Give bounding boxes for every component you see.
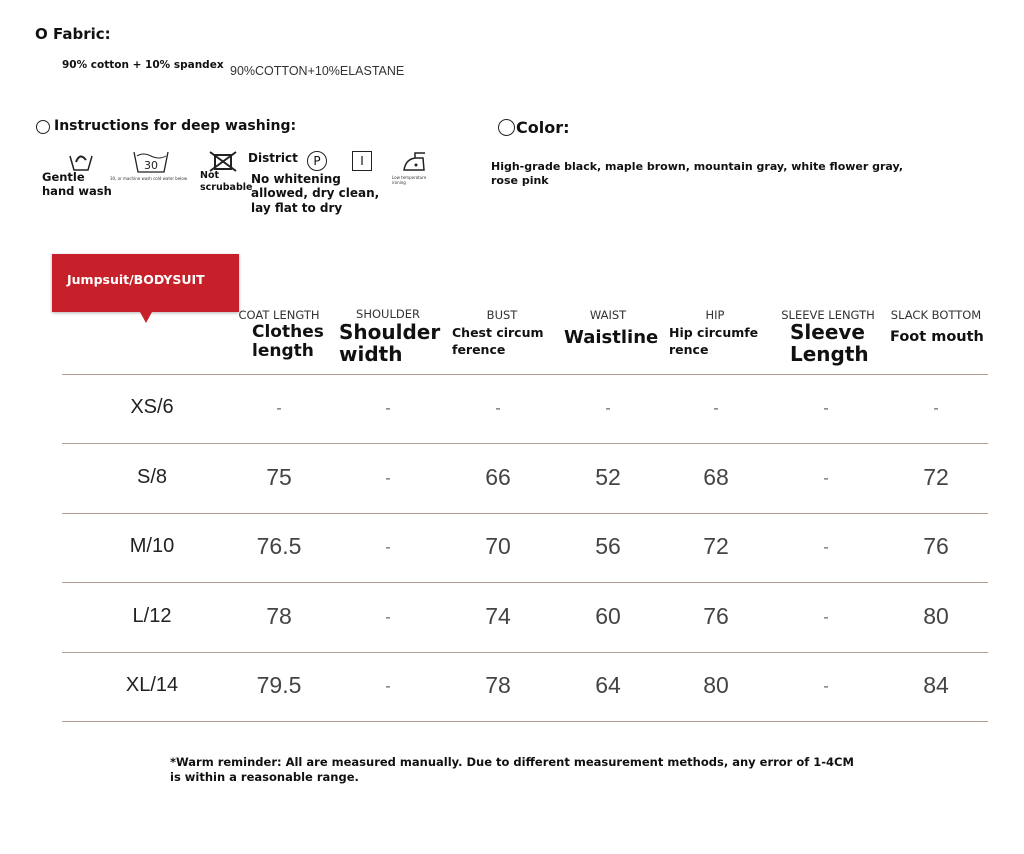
category-tag: Jumpsuit/BODYSUIT xyxy=(52,254,239,323)
value-cell: - xyxy=(385,608,391,626)
warm-reminder: *Warm reminder: All are measured manuall… xyxy=(170,755,854,784)
do-not-tumble-icon xyxy=(209,151,237,172)
care-note-label: No whitening allowed, dry clean, lay fla… xyxy=(251,172,380,215)
header-label: Clothes length xyxy=(252,322,324,361)
header-en: COAT LENGTH xyxy=(238,308,320,322)
category-label: Jumpsuit/BODYSUIT xyxy=(67,272,205,287)
value-cell: 78 xyxy=(266,602,292,629)
size-cell: M/10 xyxy=(129,535,175,557)
value-cell: 68 xyxy=(703,463,729,490)
value-cell: 84 xyxy=(923,672,949,698)
size-cell: L/12 xyxy=(132,604,172,627)
size-cell: XS/6 xyxy=(130,396,174,418)
low-iron-icon xyxy=(403,152,425,171)
divider xyxy=(62,721,988,722)
header-en: SLEEVE LENGTH xyxy=(781,308,875,322)
tag-pointer xyxy=(140,312,152,323)
value-cell: - xyxy=(823,608,829,626)
value-cell: 80 xyxy=(923,602,949,629)
header-label: Waistline xyxy=(564,327,659,348)
value-cell: - xyxy=(823,400,829,417)
header-label: Shoulder width xyxy=(339,320,441,366)
value-cell: - xyxy=(933,400,939,417)
divider xyxy=(62,582,988,583)
divider xyxy=(62,374,988,375)
value-cell: 72 xyxy=(703,533,729,559)
dry-flat-icon: I xyxy=(352,151,372,171)
low-iron-label: Low temperature ironing xyxy=(392,175,427,185)
header-label: Foot mouth xyxy=(890,329,984,345)
value-cell: 80 xyxy=(703,672,729,698)
wash-30-icon: 30 xyxy=(133,151,169,173)
value-cell: - xyxy=(385,400,391,417)
header-en: WAIST xyxy=(589,308,627,322)
value-cell: 64 xyxy=(595,672,621,698)
value-cell: 79.5 xyxy=(256,672,302,698)
fabric-composition: 90% cotton + 10% spandex xyxy=(62,59,224,71)
washing-title: Instructions for deep washing: xyxy=(54,118,297,134)
value-cell: - xyxy=(823,539,829,556)
wash-30-label: 30, or machine wash cold water below xyxy=(110,176,188,181)
value-cell: 72 xyxy=(923,463,949,490)
hand-wash-label: Gentle hand wash xyxy=(42,170,112,199)
value-cell: - xyxy=(605,400,611,417)
value-cell: 78 xyxy=(485,672,511,698)
size-cell: S/8 xyxy=(136,465,168,488)
fabric-composition-en: 90%COTTON+10%ELASTANE xyxy=(230,64,405,78)
color-title: Color: xyxy=(516,118,570,137)
value-cell: 56 xyxy=(595,533,621,559)
value-cell: 66 xyxy=(485,463,511,490)
divider xyxy=(62,443,988,444)
value-cell: 70 xyxy=(485,533,511,559)
value-cell: - xyxy=(276,400,282,417)
fabric-title: O Fabric: xyxy=(35,25,111,43)
value-cell: 76.5 xyxy=(256,533,302,559)
value-cell: 60 xyxy=(595,602,621,629)
value-cell: 74 xyxy=(485,602,511,629)
value-cell: 52 xyxy=(595,463,621,490)
divider xyxy=(62,651,988,653)
value-cell: - xyxy=(823,678,829,695)
district-label: District xyxy=(248,151,298,165)
value-cell: 75 xyxy=(266,463,292,490)
header-en: HIP xyxy=(705,308,725,322)
wash-temp: 30 xyxy=(144,159,158,172)
header-en: BUST xyxy=(486,308,518,322)
value-cell: - xyxy=(713,400,719,417)
value-cell: - xyxy=(385,539,391,556)
header-label: Chest circumference xyxy=(452,325,544,357)
value-cell: 76 xyxy=(923,533,949,559)
size-cell: XL/14 xyxy=(125,674,179,696)
dry-clean-p-icon: P xyxy=(307,151,327,171)
bullet-icon xyxy=(36,120,50,134)
header-label: Sleeve Length xyxy=(790,320,869,366)
header-en: SHOULDER xyxy=(356,307,420,321)
value-cell: - xyxy=(495,400,501,417)
hand-wash-icon xyxy=(69,155,93,171)
not-scrubable-label: Not scrubable xyxy=(200,170,253,193)
divider xyxy=(62,512,988,514)
value-cell: - xyxy=(385,469,391,487)
bullet-icon xyxy=(498,119,515,136)
value-cell: - xyxy=(823,469,829,487)
value-cell: 76 xyxy=(703,602,729,629)
header-en: SLACK BOTTOM xyxy=(890,308,982,322)
value-cell: - xyxy=(385,678,391,695)
header-label: Hip circumference xyxy=(669,325,759,357)
color-list: High-grade black, maple brown, mountain … xyxy=(491,160,904,188)
